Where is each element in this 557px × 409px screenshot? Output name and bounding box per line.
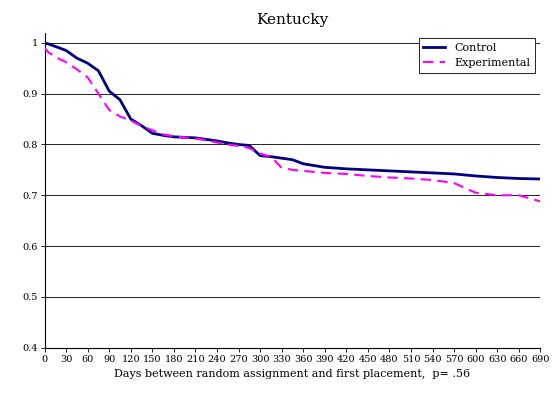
Legend: Control, Experimental: Control, Experimental: [419, 38, 535, 73]
X-axis label: Days between random assignment and first placement,  p= .56: Days between random assignment and first…: [114, 369, 471, 379]
Title: Kentucky: Kentucky: [256, 13, 329, 27]
